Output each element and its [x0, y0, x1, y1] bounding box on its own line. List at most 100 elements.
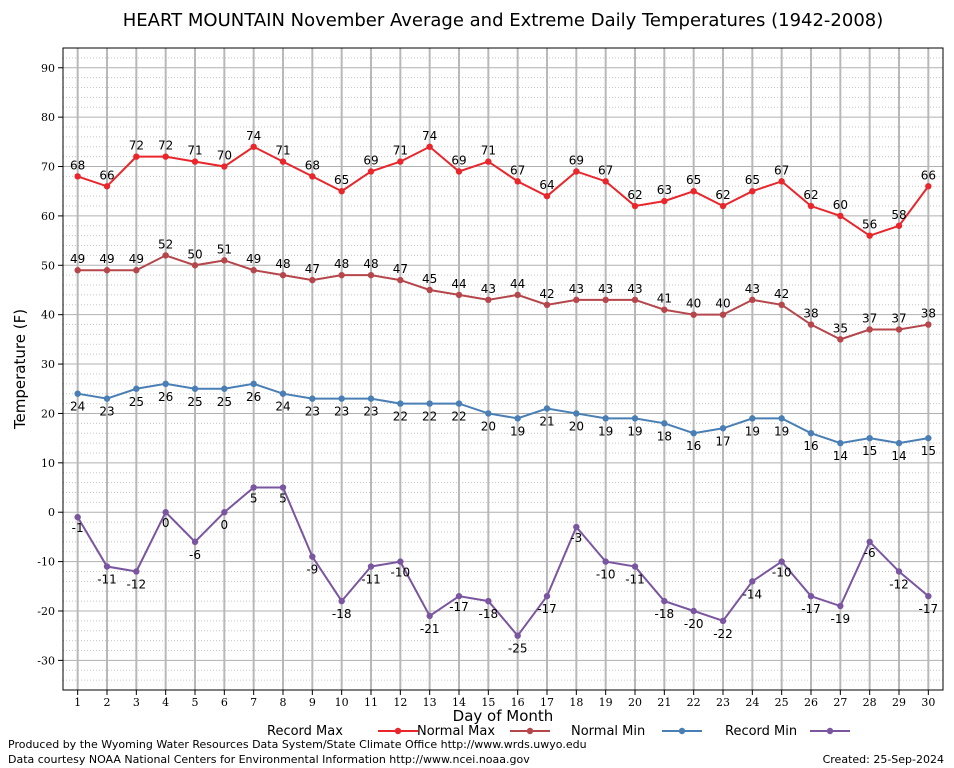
y-tick-label: 20 — [41, 407, 55, 420]
data-point — [719, 202, 727, 210]
footer-credit-data: Data courtesy NOAA National Centers for … — [8, 753, 530, 766]
data-label: 48 — [363, 257, 378, 271]
data-label: 71 — [275, 144, 290, 158]
data-point — [397, 558, 404, 565]
data-label: 65 — [686, 173, 701, 187]
data-point — [514, 291, 521, 299]
x-tick-label: 15 — [481, 696, 495, 709]
data-label: -20 — [684, 617, 704, 631]
y-tick-label: -30 — [37, 654, 55, 667]
data-label: -17 — [449, 600, 469, 614]
data-point — [807, 202, 815, 210]
data-label: 56 — [862, 218, 877, 232]
data-point — [279, 484, 287, 491]
data-point — [866, 538, 873, 546]
data-label: 38 — [803, 307, 818, 321]
data-point — [367, 395, 375, 402]
data-label: 19 — [598, 424, 613, 438]
data-label: -21 — [420, 622, 440, 636]
data-point — [602, 415, 609, 422]
data-label: 65 — [334, 173, 349, 187]
data-label: 43 — [569, 282, 584, 296]
data-point — [778, 415, 785, 422]
data-label: 44 — [510, 277, 525, 291]
data-point — [367, 563, 375, 570]
x-tick-label: 29 — [892, 696, 906, 709]
data-label: 71 — [481, 144, 496, 158]
data-point — [925, 321, 932, 328]
data-point — [631, 296, 639, 304]
series-layer: 68 66 72 72 71 70 74 71 68 65 69 71 74 69 71 67 64 69 67 62… — [70, 129, 938, 656]
data-point — [103, 267, 111, 274]
data-point — [543, 192, 551, 200]
legend-item: Normal Min — [571, 724, 702, 739]
data-point — [221, 385, 228, 392]
data-label: 69 — [569, 153, 584, 167]
data-label: 14 — [891, 449, 906, 463]
data-point — [807, 321, 815, 328]
data-point — [749, 578, 756, 585]
data-point — [661, 197, 668, 205]
data-point — [866, 326, 873, 333]
data-label: 24 — [70, 400, 85, 414]
data-label: -14 — [743, 587, 763, 601]
data-label: 71 — [187, 144, 202, 158]
legend-swatch-marker — [526, 727, 534, 735]
data-point — [514, 178, 521, 185]
data-point — [573, 296, 580, 304]
y-tick-label: 40 — [41, 309, 55, 322]
data-point — [191, 538, 199, 546]
data-point — [397, 400, 404, 407]
data-point — [807, 592, 815, 600]
series-line — [77, 145, 930, 237]
data-label: 67 — [510, 163, 525, 177]
data-label: 63 — [657, 183, 672, 197]
data-label: 69 — [363, 153, 378, 167]
data-label: -25 — [508, 642, 528, 656]
x-tick-label: 18 — [569, 696, 583, 709]
data-point — [191, 158, 199, 165]
x-tick-label: 5 — [192, 696, 199, 709]
plot-frame — [62, 47, 944, 691]
x-tick-label: 7 — [250, 696, 257, 709]
data-point — [367, 271, 375, 279]
data-point — [74, 513, 81, 521]
data-point — [690, 311, 697, 318]
data-label: 74 — [246, 129, 261, 143]
x-tick-label: 9 — [309, 696, 316, 709]
x-tick-label: 4 — [162, 696, 169, 709]
data-label: 43 — [627, 282, 642, 296]
data-label: 20 — [481, 419, 496, 433]
data-label: 25 — [187, 395, 202, 409]
data-point — [837, 439, 844, 447]
data-label: 74 — [422, 129, 437, 143]
x-tick-label: 10 — [335, 696, 349, 709]
chart-title: HEART MOUNTAIN November Average and Extr… — [123, 10, 884, 31]
data-point — [426, 143, 433, 150]
data-label: 68 — [305, 158, 320, 172]
data-point — [397, 158, 404, 165]
data-label: 49 — [99, 252, 114, 266]
data-point — [250, 484, 257, 491]
x-tick-label: 19 — [599, 696, 613, 709]
data-label: 67 — [774, 163, 789, 177]
data-label: 60 — [833, 198, 848, 212]
data-label: 15 — [862, 444, 877, 458]
series-normal-min: 24 23 25 26 25 25 26 24 23 23 23 22 22 22 20 19 21 20 19 19… — [70, 380, 936, 463]
data-point — [279, 158, 287, 165]
legend: Record Max Normal Max Normal Min Record Min — [267, 724, 850, 739]
data-point — [895, 326, 903, 333]
data-label: -10 — [596, 568, 616, 582]
x-tick-label: 22 — [687, 696, 701, 709]
data-label: -9 — [306, 563, 318, 577]
legend-item: Record Max — [267, 724, 418, 739]
data-label: 50 — [187, 247, 202, 261]
data-label: 66 — [99, 168, 114, 182]
data-point — [221, 163, 228, 170]
data-point — [133, 568, 140, 575]
data-label: 40 — [686, 297, 701, 311]
data-label: -17 — [537, 602, 557, 616]
y-tick-label: 70 — [41, 161, 55, 174]
data-label: 72 — [158, 139, 173, 153]
x-tick-label: 13 — [423, 696, 437, 709]
